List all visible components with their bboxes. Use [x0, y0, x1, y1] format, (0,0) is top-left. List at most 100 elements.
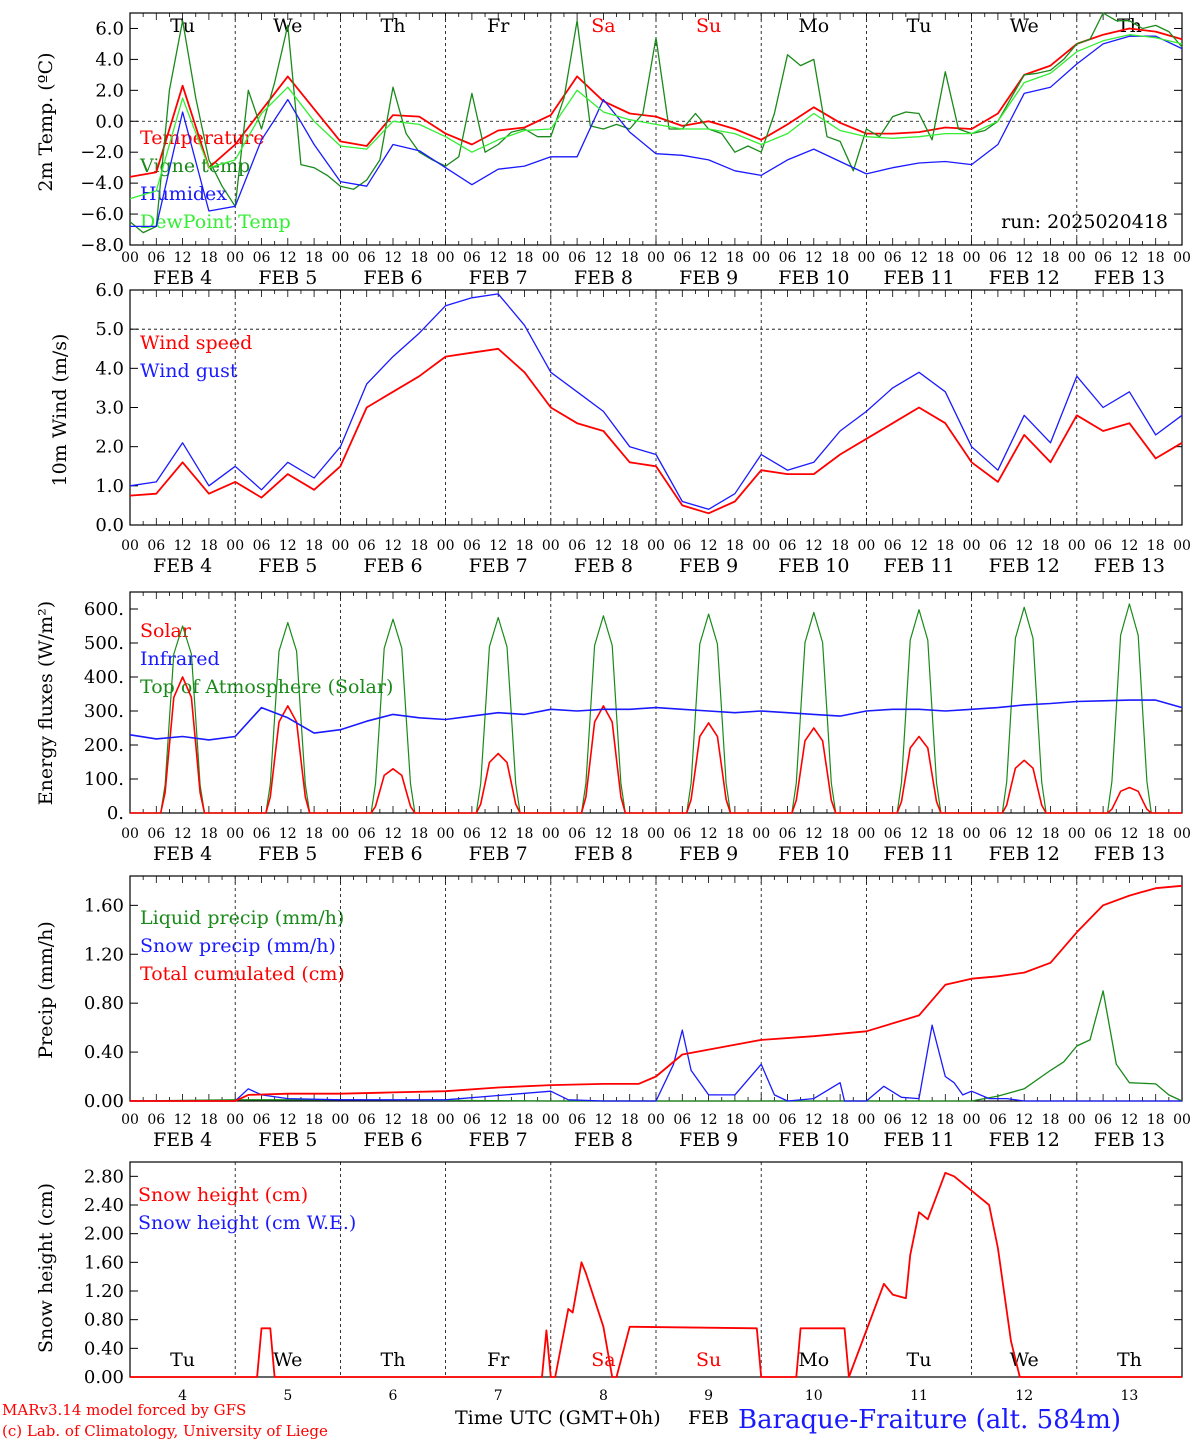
x-hour-label: 00 [1173, 826, 1191, 842]
day-number-label: 10 [805, 1388, 823, 1404]
y-tick-label: 2.40 [84, 1195, 124, 1216]
legend-total-cumulated: Total cumulated (cm) [140, 963, 345, 985]
x-hour-label: 00 [857, 1112, 875, 1128]
station-name: Baraque-Fraiture (alt. 584m) [738, 1405, 1121, 1435]
y-tick-label: 0.00 [84, 1367, 124, 1388]
x-hour-label: 18 [831, 250, 849, 266]
y-tick-label: 5.0 [95, 319, 124, 340]
x-hour-label: 18 [516, 538, 534, 554]
x-date-label: FEB 6 [363, 555, 422, 577]
weekday-label: Fr [487, 1349, 510, 1371]
x-hour-label: 00 [437, 1112, 455, 1128]
y-tick-label: −2.0 [80, 142, 124, 163]
x-hour-label: 00 [437, 538, 455, 554]
weekday-label: Tu [907, 15, 932, 37]
x-hour-label: 18 [936, 250, 954, 266]
x-hour-label: 12 [594, 1112, 612, 1128]
y-tick-label: 0.80 [84, 993, 124, 1014]
x-hour-label: 18 [410, 826, 428, 842]
x-date-label: FEB 5 [258, 555, 317, 577]
x-date-label: FEB 7 [469, 1129, 528, 1151]
x-hour-label: 06 [673, 1112, 691, 1128]
x-date-label: FEB 4 [153, 843, 212, 865]
x-hour-label: 12 [489, 1112, 507, 1128]
x-hour-label: 06 [1094, 538, 1112, 554]
x-date-label: FEB 12 [989, 1129, 1060, 1151]
day-number-label: 6 [389, 1388, 398, 1404]
footer: MARv3.14 model forced by GFS (c) Lab. of… [2, 1401, 1121, 1440]
x-hour-label: 18 [410, 250, 428, 266]
y-tick-label: 200. [84, 735, 124, 756]
x-date-label: FEB 8 [574, 267, 633, 289]
x-hour-label: 18 [621, 826, 639, 842]
x-hour-label: 18 [1042, 538, 1060, 554]
x-hour-label: 00 [963, 538, 981, 554]
legend-toa-solar: Top of Atmosphere (Solar) [140, 676, 393, 698]
x-hour-label: 12 [805, 250, 823, 266]
weekday-label: Th [1117, 1349, 1142, 1371]
x-hour-label: 06 [989, 250, 1007, 266]
x-hour-label: 00 [752, 538, 770, 554]
day-number-label: 8 [599, 1388, 608, 1404]
x-date-label: FEB 9 [679, 267, 738, 289]
x-date-label: FEB 9 [679, 1129, 738, 1151]
x-hour-label: 18 [621, 250, 639, 266]
x-date-label: FEB 6 [363, 843, 422, 865]
x-hour-label: 00 [331, 538, 349, 554]
weekday-label: We [273, 1349, 302, 1371]
x-date-label: FEB 13 [1094, 267, 1165, 289]
x-hour-label: 12 [279, 250, 297, 266]
y-tick-label: 1.20 [84, 944, 124, 965]
x-hour-label: 18 [621, 1112, 639, 1128]
x-hour-label: 12 [805, 538, 823, 554]
x-hour-label: 12 [1120, 538, 1138, 554]
x-hour-label: 06 [673, 826, 691, 842]
y-tick-label: 2.0 [95, 80, 124, 101]
x-hour-label: 18 [516, 1112, 534, 1128]
x-hour-label: 06 [253, 250, 271, 266]
x-date-label: FEB 10 [778, 267, 849, 289]
day-number-label: 7 [494, 1388, 503, 1404]
x-hour-label: 00 [963, 250, 981, 266]
legend-infrared: Infrared [140, 648, 220, 670]
x-hour-label: 12 [700, 1112, 718, 1128]
y-tick-label: 600. [84, 599, 124, 620]
x-date-label: FEB 11 [883, 1129, 954, 1151]
x-hour-label: 00 [647, 538, 665, 554]
x-hour-label: 18 [516, 826, 534, 842]
day-number-label: 4 [178, 1388, 187, 1404]
y-tick-label: 6.0 [95, 18, 124, 39]
x-hour-label: 18 [831, 826, 849, 842]
x-hour-label: 00 [963, 826, 981, 842]
x-hour-label: 06 [358, 250, 376, 266]
x-hour-label: 06 [884, 1112, 902, 1128]
energy-panel: Energy fluxes (W/m²) Solar Infrared Top … [35, 591, 1191, 865]
x-hour-label: 12 [384, 250, 402, 266]
credit-lab: (c) Lab. of Climatology, University of L… [2, 1422, 328, 1440]
x-hour-label: 12 [489, 250, 507, 266]
series-line-0 [130, 1171, 1182, 1378]
x-hour-label: 06 [989, 538, 1007, 554]
x-hour-label: 18 [410, 538, 428, 554]
x-hour-label: 06 [147, 250, 165, 266]
x-hour-label: 00 [542, 538, 560, 554]
x-hour-label: 12 [489, 538, 507, 554]
x-hour-label: 06 [884, 826, 902, 842]
x-hour-label: 00 [963, 1112, 981, 1128]
x-hour-label: 12 [805, 826, 823, 842]
x-date-label: FEB 11 [883, 555, 954, 577]
x-hour-label: 00 [857, 250, 875, 266]
x-hour-label: 06 [463, 826, 481, 842]
y-tick-label: 1.0 [95, 476, 124, 497]
x-date-label: FEB 5 [258, 267, 317, 289]
y-tick-label: 0.40 [84, 1042, 124, 1063]
x-hour-label: 06 [568, 538, 586, 554]
series-line-0 [129, 347, 1183, 515]
x-date-label: FEB 10 [778, 1129, 849, 1151]
x-hour-label: 12 [489, 826, 507, 842]
x-hour-label: 18 [305, 1112, 323, 1128]
x-hour-label: 00 [752, 250, 770, 266]
x-date-label: FEB 5 [258, 843, 317, 865]
y-tick-label: 100. [84, 769, 124, 790]
x-hour-label: 12 [700, 250, 718, 266]
